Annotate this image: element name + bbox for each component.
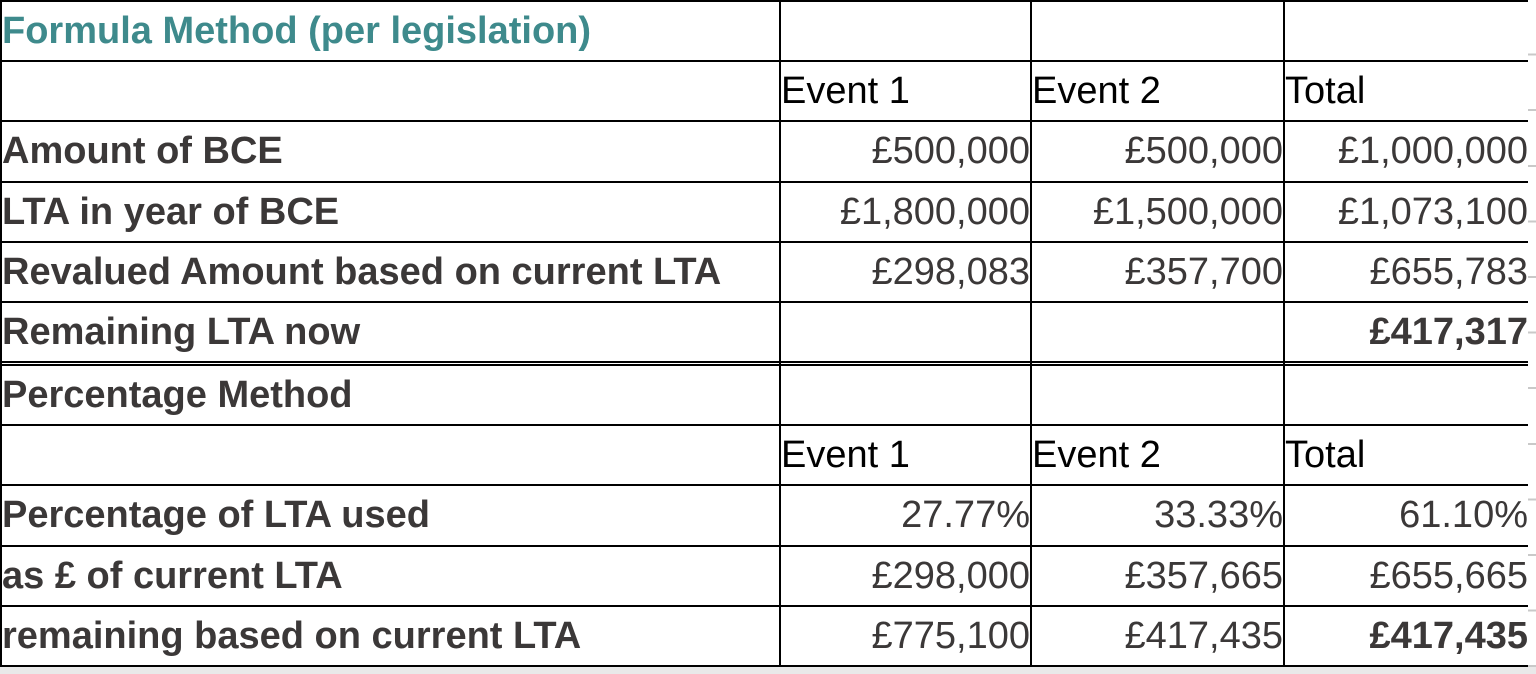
empty-cell[interactable] bbox=[1283, 0, 1530, 63]
empty-cell[interactable] bbox=[1283, 364, 1530, 427]
empty-cell[interactable] bbox=[1030, 0, 1285, 63]
empty-cell[interactable] bbox=[0, 60, 781, 123]
right-margin-gridlines bbox=[1528, 0, 1536, 667]
empty-cell[interactable] bbox=[779, 0, 1032, 63]
formula-header-row: Event 1 Event 2 Total bbox=[0, 60, 1530, 123]
lta-in-year-of-bce-row: LTA in year of BCE £1,800,000 £1,500,000 £1… bbox=[0, 180, 1530, 243]
row-label-cell[interactable]: as £ of current LTA bbox=[0, 544, 781, 607]
revalued-amount-row: Revalued Amount based on current LTA £298… bbox=[0, 240, 1530, 303]
row-label-cell[interactable]: Percentage of LTA used bbox=[0, 484, 781, 547]
empty-cell[interactable] bbox=[0, 424, 781, 487]
empty-cell[interactable] bbox=[779, 300, 1032, 364]
value-cell[interactable]: £500,000 bbox=[1030, 120, 1285, 183]
total-value-cell[interactable]: £417,317 bbox=[1283, 300, 1530, 364]
percentage-method-title-row: Percentage Method bbox=[0, 364, 1530, 427]
value-cell[interactable]: £1,000,000 bbox=[1283, 120, 1530, 183]
value-cell[interactable]: £357,665 bbox=[1030, 544, 1285, 607]
value-cell[interactable]: £298,000 bbox=[779, 544, 1032, 607]
value-cell[interactable]: £357,700 bbox=[1030, 240, 1285, 303]
empty-cell[interactable] bbox=[1030, 361, 1285, 367]
row-label-cell[interactable]: LTA in year of BCE bbox=[0, 180, 781, 243]
column-header-cell[interactable]: Total bbox=[1283, 424, 1530, 487]
bottom-edge-strip bbox=[0, 667, 1536, 674]
percent-value-cell[interactable]: 61.10% bbox=[1283, 484, 1530, 547]
amount-of-bce-row: Amount of BCE £500,000 £500,000 £1,000,000 bbox=[0, 120, 1530, 183]
value-cell[interactable]: £1,073,100 bbox=[1283, 180, 1530, 243]
column-header-cell[interactable]: Event 1 bbox=[779, 60, 1032, 123]
row-label-cell[interactable]: Revalued Amount based on current LTA bbox=[0, 240, 781, 303]
value-cell[interactable]: £1,800,000 bbox=[779, 180, 1032, 243]
value-cell[interactable]: £298,083 bbox=[779, 240, 1032, 303]
value-cell[interactable]: £655,783 bbox=[1283, 240, 1530, 303]
row-label-cell[interactable]: remaining based on current LTA bbox=[0, 604, 781, 668]
section-title-cell[interactable]: Formula Method (per legislation) bbox=[0, 0, 781, 63]
empty-cell[interactable] bbox=[779, 361, 1032, 367]
remaining-lta-now-row: Remaining LTA now £417,317 bbox=[0, 300, 1530, 364]
column-header-cell[interactable]: Total bbox=[1283, 60, 1530, 123]
percentage-header-row: Event 1 Event 2 Total bbox=[0, 424, 1530, 487]
as-pound-of-current-lta-row: as £ of current LTA £298,000 £357,665 £655,… bbox=[0, 544, 1530, 607]
spacer-row bbox=[0, 361, 1530, 367]
empty-cell[interactable] bbox=[0, 361, 781, 367]
empty-cell[interactable] bbox=[779, 364, 1032, 427]
column-header-cell[interactable]: Event 1 bbox=[779, 424, 1032, 487]
remaining-based-on-current-lta-row: remaining based on current LTA £775,100 £4… bbox=[0, 604, 1530, 668]
column-header-cell[interactable]: Event 2 bbox=[1030, 424, 1285, 487]
value-cell[interactable]: £500,000 bbox=[779, 120, 1032, 183]
column-header-cell[interactable]: Event 2 bbox=[1030, 60, 1285, 123]
empty-cell[interactable] bbox=[1030, 364, 1285, 427]
value-cell[interactable]: £655,665 bbox=[1283, 544, 1530, 607]
value-cell[interactable]: £1,500,000 bbox=[1030, 180, 1285, 243]
percent-value-cell[interactable]: 27.77% bbox=[779, 484, 1032, 547]
row-label-cell[interactable]: Percentage Method bbox=[0, 364, 781, 427]
row-label-cell[interactable]: Remaining LTA now bbox=[0, 300, 781, 364]
total-value-cell[interactable]: £417,435 bbox=[1283, 604, 1530, 668]
percentage-of-lta-used-row: Percentage of LTA used 27.77% 33.33% 61.10% bbox=[0, 484, 1530, 547]
value-cell[interactable]: £775,100 bbox=[779, 604, 1032, 668]
percent-value-cell[interactable]: 33.33% bbox=[1030, 484, 1285, 547]
empty-cell[interactable] bbox=[1030, 300, 1285, 364]
row-label-cell[interactable]: Amount of BCE bbox=[0, 120, 781, 183]
formula-method-title-row: Formula Method (per legislation) bbox=[0, 0, 1530, 63]
value-cell[interactable]: £417,435 bbox=[1030, 604, 1285, 668]
